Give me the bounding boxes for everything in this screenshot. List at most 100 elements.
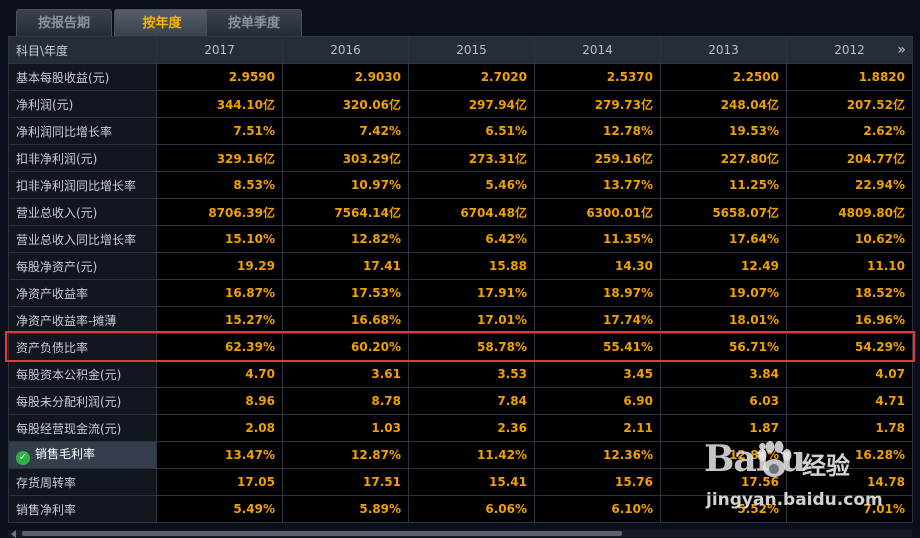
table-row[interactable]: 净资产收益率 16.87% 17.53% 17.91% 18.97% 19.07% 18.5… xyxy=(8,279,913,307)
value-cell: 5.46% xyxy=(408,171,535,199)
tab-by-quarter[interactable]: 按单季度 xyxy=(206,9,302,36)
value-cell: 17.51 xyxy=(282,468,409,496)
row-label-text: 销售毛利率 xyxy=(35,447,96,461)
table-row[interactable]: 每股资本公积金(元) 4.70 3.61 3.53 3.45 3.84 4.07 xyxy=(8,360,913,388)
table-row[interactable]: 净资产收益率-摊薄 15.27% 16.68% 17.01% 17.74% 18.01% 1… xyxy=(8,306,913,334)
row-label[interactable]: 基本每股收益(元) xyxy=(8,63,157,91)
row-label[interactable]: 净利润(元) xyxy=(8,90,157,118)
financial-table: 科目\年度 2017 2016 2015 2014 2013 2012 » 基本… xyxy=(8,36,913,523)
table-row[interactable]: 营业总收入同比增长率 15.10% 12.82% 6.42% 11.35% 17.64% 1… xyxy=(8,225,913,253)
tab-bar: 按报告期 按年度 按单季度 xyxy=(0,0,920,36)
table-row[interactable]: 存货周转率 17.05 17.51 15.41 15.76 17.56 14.78 xyxy=(8,468,913,496)
value-cell: 12.36% xyxy=(534,441,661,469)
header-year-2012[interactable]: 2012 » xyxy=(786,36,913,64)
value-cell: 2.08 xyxy=(156,414,283,442)
value-cell: 6.90 xyxy=(534,387,661,415)
value-cell: 58.78% xyxy=(408,333,535,361)
row-label-text: 扣非净利润同比增长率 xyxy=(16,178,137,193)
value-cell: 6.03 xyxy=(660,387,787,415)
value-cell: 4.71 xyxy=(786,387,913,415)
row-label-text: 存货周转率 xyxy=(16,475,77,490)
value-cell: 2.2500 xyxy=(660,63,787,91)
row-label-text: 每股净资产(元) xyxy=(16,259,98,274)
value-cell: 259.16亿 xyxy=(534,144,661,172)
scroll-thumb[interactable] xyxy=(22,531,622,536)
row-label[interactable]: 营业总收入(元) xyxy=(8,198,157,226)
value-cell: 17.53% xyxy=(282,279,409,307)
header-year-2016[interactable]: 2016 xyxy=(282,36,409,64)
value-cell: 14.30 xyxy=(534,252,661,280)
row-label[interactable]: 每股经营现金流(元) xyxy=(8,414,157,442)
row-label[interactable]: 每股未分配利润(元) xyxy=(8,387,157,415)
table-row[interactable]: 扣非净利润(元) 329.16亿 303.29亿 273.31亿 259.16亿 227.… xyxy=(8,144,913,172)
value-cell: 7.84 xyxy=(408,387,535,415)
value-cell: 55.41% xyxy=(534,333,661,361)
value-cell: 204.77亿 xyxy=(786,144,913,172)
row-label[interactable]: 扣非净利润(元) xyxy=(8,144,157,172)
tab-by-year[interactable]: 按年度 xyxy=(114,9,210,36)
tab-by-report-period[interactable]: 按报告期 xyxy=(16,9,112,36)
row-label[interactable]: 每股资本公积金(元) xyxy=(8,360,157,388)
row-label-text: 资产负债比率 xyxy=(16,340,89,355)
row-label[interactable]: 销售净利率 xyxy=(8,495,157,523)
value-cell: 17.91% xyxy=(408,279,535,307)
row-label-text: 扣非净利润(元) xyxy=(16,151,98,166)
value-cell: 4.70 xyxy=(156,360,283,388)
value-cell: 17.74% xyxy=(534,306,661,334)
header-year-2014[interactable]: 2014 xyxy=(534,36,661,64)
value-cell: 10.62% xyxy=(786,225,913,253)
value-cell: 5.49% xyxy=(156,495,283,523)
table-row[interactable]: 每股净资产(元) 19.29 17.41 15.88 14.30 12.49 11.10 xyxy=(8,252,913,280)
value-cell: 12.84% xyxy=(660,441,787,469)
value-cell: 54.29% xyxy=(786,333,913,361)
value-cell: 14.78 xyxy=(786,468,913,496)
value-cell: 4809.80亿 xyxy=(786,198,913,226)
row-label[interactable]: 净利润同比增长率 xyxy=(8,117,157,145)
value-cell: 11.42% xyxy=(408,441,535,469)
value-cell: 56.71% xyxy=(660,333,787,361)
table-row[interactable]: ✓ 销售毛利率 13.47% 12.87% 11.42% 12.36% 12.84% 16.2… xyxy=(8,441,913,469)
value-cell: 5.52% xyxy=(660,495,787,523)
header-year-2013[interactable]: 2013 xyxy=(660,36,787,64)
table-row[interactable]: 净利润(元) 344.10亿 320.06亿 297.94亿 279.73亿 248.04… xyxy=(8,90,913,118)
row-label[interactable]: 扣非净利润同比增长率 xyxy=(8,171,157,199)
row-label-text: 每股经营现金流(元) xyxy=(16,421,122,436)
checkmark-icon: ✓ xyxy=(16,451,30,465)
table-row[interactable]: 每股未分配利润(元) 8.96 8.78 7.84 6.90 6.03 4.71 xyxy=(8,387,913,415)
row-label[interactable]: ✓ 销售毛利率 xyxy=(8,441,157,469)
value-cell: 2.5370 xyxy=(534,63,661,91)
expand-columns-icon[interactable]: » xyxy=(897,42,906,58)
row-label[interactable]: 存货周转率 xyxy=(8,468,157,496)
value-cell: 19.29 xyxy=(156,252,283,280)
table-row[interactable]: 销售净利率 5.49% 5.89% 6.06% 6.10% 5.52% 7.01% xyxy=(8,495,913,523)
table-row[interactable]: 每股经营现金流(元) 2.08 1.03 2.36 2.11 1.87 1.78 xyxy=(8,414,913,442)
value-cell: 15.41 xyxy=(408,468,535,496)
row-label[interactable]: 净资产收益率-摊薄 xyxy=(8,306,157,334)
value-cell: 3.61 xyxy=(282,360,409,388)
table-row[interactable]: 营业总收入(元) 8706.39亿 7564.14亿 6704.48亿 6300.01亿… xyxy=(8,198,913,226)
table-row[interactable]: 扣非净利润同比增长率 8.53% 10.97% 5.46% 13.77% 11.25% 22… xyxy=(8,171,913,199)
header-year-2017[interactable]: 2017 xyxy=(156,36,283,64)
scroll-left-arrow-icon[interactable] xyxy=(11,530,16,538)
value-cell: 12.82% xyxy=(282,225,409,253)
value-cell: 18.01% xyxy=(660,306,787,334)
value-cell: 1.78 xyxy=(786,414,913,442)
value-cell: 10.97% xyxy=(282,171,409,199)
row-label[interactable]: 每股净资产(元) xyxy=(8,252,157,280)
table-row[interactable]: 资产负债比率 62.39% 60.20% 58.78% 55.41% 56.71% 54.2… xyxy=(8,333,913,361)
value-cell: 344.10亿 xyxy=(156,90,283,118)
value-cell: 12.78% xyxy=(534,117,661,145)
row-label[interactable]: 资产负债比率 xyxy=(8,333,157,361)
value-cell: 5658.07亿 xyxy=(660,198,787,226)
value-cell: 3.53 xyxy=(408,360,535,388)
header-year-2015[interactable]: 2015 xyxy=(408,36,535,64)
value-cell: 2.36 xyxy=(408,414,535,442)
horizontal-scrollbar[interactable] xyxy=(8,530,912,538)
row-label[interactable]: 净资产收益率 xyxy=(8,279,157,307)
table-row[interactable]: 净利润同比增长率 7.51% 7.42% 6.51% 12.78% 19.53% 2.62% xyxy=(8,117,913,145)
table-row[interactable]: 基本每股收益(元) 2.9590 2.9030 2.7020 2.5370 2.2500 1… xyxy=(8,63,913,91)
row-label[interactable]: 营业总收入同比增长率 xyxy=(8,225,157,253)
value-cell: 1.8820 xyxy=(786,63,913,91)
value-cell: 320.06亿 xyxy=(282,90,409,118)
value-cell: 17.05 xyxy=(156,468,283,496)
